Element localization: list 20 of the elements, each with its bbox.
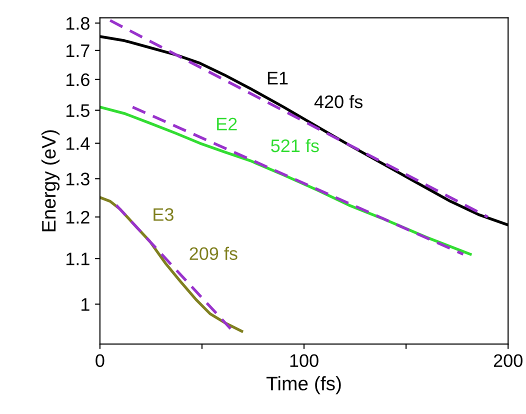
- series-label: E3: [154, 208, 174, 221]
- y-tick-label: 1.8: [66, 17, 90, 30]
- annotation: 521 fs: [271, 138, 319, 152]
- y-tick-label: 1.5: [66, 104, 90, 117]
- y-axis-title: Energy (eV): [41, 130, 60, 232]
- annotation: 209 fs: [190, 246, 238, 260]
- x-tick-label: 0: [96, 354, 104, 368]
- y-tick-label: 1.7: [66, 44, 90, 57]
- series-label: E2: [217, 118, 237, 130]
- y-tick-label: 1: [82, 298, 90, 311]
- series-label: E1: [268, 72, 288, 84]
- y-tick-label: 1.6: [66, 73, 90, 86]
- y-tick-label: 1.4: [66, 137, 90, 150]
- x-tick-label: 200: [494, 354, 522, 368]
- y-tick-label: 1.2: [66, 210, 90, 224]
- y-tick-label: 1.3: [66, 172, 90, 186]
- annotation: 420 fs: [314, 94, 363, 108]
- y-tick-label: 1.1: [66, 252, 90, 266]
- x-tick-label: 100: [290, 354, 318, 368]
- x-axis-title: Time (fs): [266, 376, 341, 394]
